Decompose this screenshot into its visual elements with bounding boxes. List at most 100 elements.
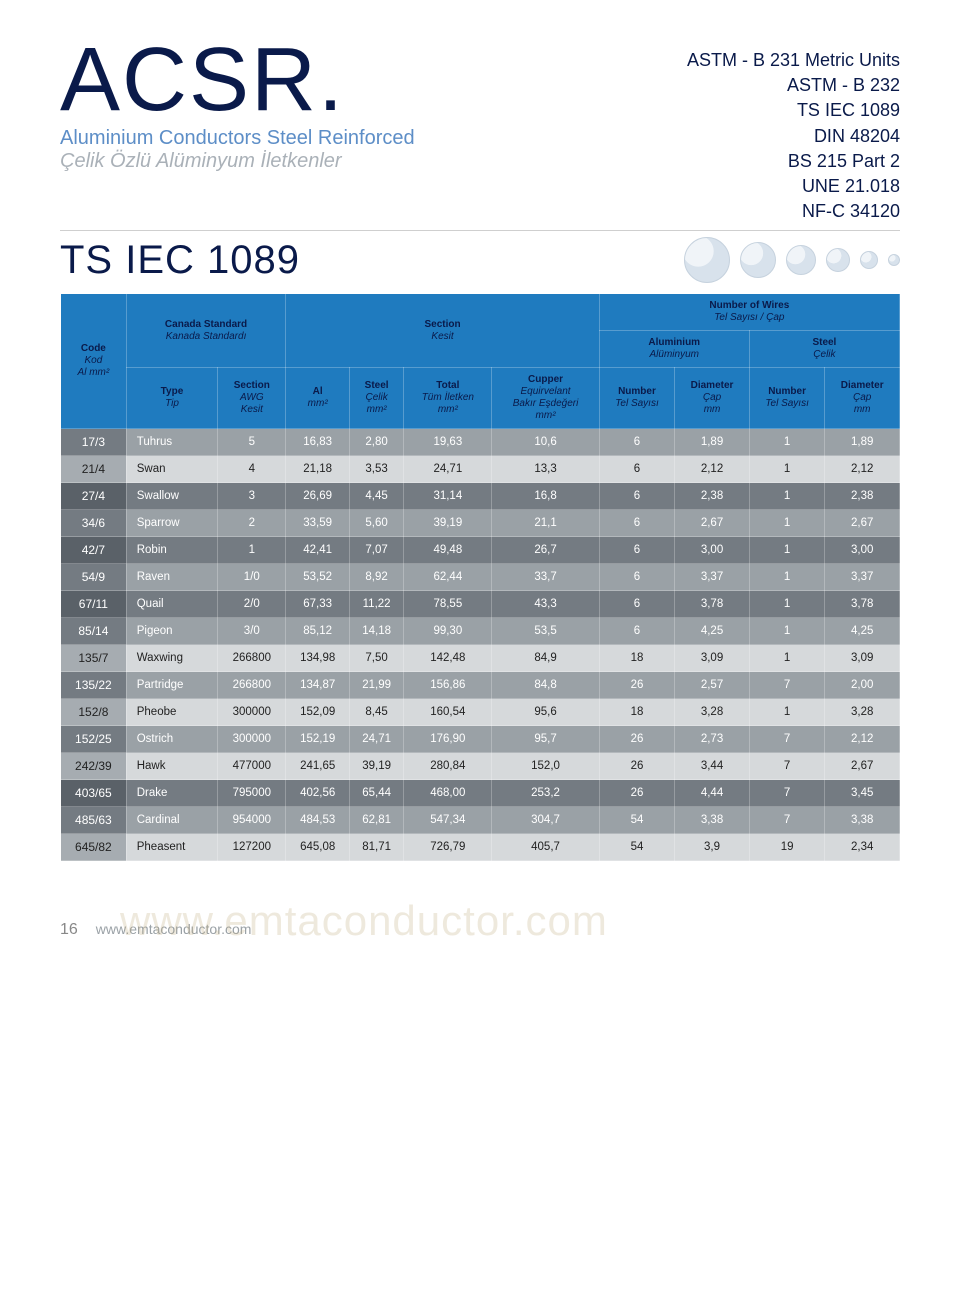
cross-section-icon bbox=[860, 251, 878, 269]
th-type: Type Tip bbox=[126, 368, 218, 429]
cell: 39,19 bbox=[404, 510, 492, 537]
cell: 26,69 bbox=[286, 483, 350, 510]
cross-section-icon bbox=[826, 248, 850, 272]
cell: 3,44 bbox=[675, 753, 750, 780]
cell: 405,7 bbox=[492, 834, 599, 861]
th-code: Code Kod Al mm² bbox=[61, 294, 127, 429]
table-row: 403/65Drake795000402,5665,44468,00253,22… bbox=[61, 780, 900, 807]
cell: 253,2 bbox=[492, 780, 599, 807]
cell: 39,19 bbox=[349, 753, 403, 780]
cell: 2/0 bbox=[218, 591, 286, 618]
table-row: 152/8Pheobe300000152,098,45160,5495,6183… bbox=[61, 699, 900, 726]
cell: 3,9 bbox=[675, 834, 750, 861]
standard-line: ASTM - B 231 Metric Units bbox=[687, 48, 900, 73]
cell: 1 bbox=[749, 429, 825, 456]
th-cupper: Cupper Equirvelant Bakır Eşdeğeri mm² bbox=[492, 368, 599, 429]
cell: 84,8 bbox=[492, 672, 599, 699]
th-num2: Number Tel Sayısı bbox=[749, 368, 825, 429]
cell: 8,45 bbox=[349, 699, 403, 726]
cell: Ostrich bbox=[126, 726, 218, 753]
cell: 5,60 bbox=[349, 510, 403, 537]
cell: 7 bbox=[749, 780, 825, 807]
table-row: 42/7Robin142,417,0749,4826,763,0013,00 bbox=[61, 537, 900, 564]
cell: 43,3 bbox=[492, 591, 599, 618]
cell: 21,99 bbox=[349, 672, 403, 699]
table-row: 67/11Quail2/067,3311,2278,5543,363,7813,… bbox=[61, 591, 900, 618]
standard-line: TS IEC 1089 bbox=[687, 98, 900, 123]
cell: Robin bbox=[126, 537, 218, 564]
cell: 6 bbox=[599, 429, 675, 456]
cell: 3,09 bbox=[825, 645, 900, 672]
cell: 726,79 bbox=[404, 834, 492, 861]
cell: 24,71 bbox=[404, 456, 492, 483]
cell: 21,18 bbox=[286, 456, 350, 483]
cell: 160,54 bbox=[404, 699, 492, 726]
cell: 2,67 bbox=[825, 753, 900, 780]
cell: 5 bbox=[218, 429, 286, 456]
th-al: Al mm² bbox=[286, 368, 350, 429]
cell: 19,63 bbox=[404, 429, 492, 456]
cell: 18 bbox=[599, 645, 675, 672]
cell: 10,6 bbox=[492, 429, 599, 456]
cell: 3,00 bbox=[675, 537, 750, 564]
cell: Raven bbox=[126, 564, 218, 591]
cell-code: 54/9 bbox=[61, 564, 127, 591]
cell: 280,84 bbox=[404, 753, 492, 780]
cell: 300000 bbox=[218, 726, 286, 753]
cell: 62,44 bbox=[404, 564, 492, 591]
ts-label: TS IEC 1089 bbox=[60, 238, 300, 283]
cell-code: 152/8 bbox=[61, 699, 127, 726]
cell: 152,19 bbox=[286, 726, 350, 753]
cell: 3,78 bbox=[675, 591, 750, 618]
cell: 6 bbox=[599, 537, 675, 564]
cell: 65,44 bbox=[349, 780, 403, 807]
cell: 152,09 bbox=[286, 699, 350, 726]
table-row: 135/7Waxwing266800134,987,50142,4884,918… bbox=[61, 645, 900, 672]
cell-code: 403/65 bbox=[61, 780, 127, 807]
page-number: 16 bbox=[60, 921, 78, 939]
cell-code: 135/22 bbox=[61, 672, 127, 699]
cross-section-icons bbox=[684, 237, 900, 283]
cell: 6 bbox=[599, 618, 675, 645]
cell: 13,3 bbox=[492, 456, 599, 483]
cell: 19 bbox=[749, 834, 825, 861]
table-row: 645/82Pheasent127200645,0881,71726,79405… bbox=[61, 834, 900, 861]
cell-code: 17/3 bbox=[61, 429, 127, 456]
main-title: ACSR. bbox=[60, 40, 415, 121]
cell: 304,7 bbox=[492, 807, 599, 834]
cross-section-icon bbox=[740, 242, 776, 278]
cell: 3,28 bbox=[675, 699, 750, 726]
cell: 42,41 bbox=[286, 537, 350, 564]
cell: 7 bbox=[749, 753, 825, 780]
spec-table: Code Kod Al mm² Canada Standard Kanada S… bbox=[60, 293, 900, 861]
cell: 468,00 bbox=[404, 780, 492, 807]
cell: 54 bbox=[599, 807, 675, 834]
cell: Swallow bbox=[126, 483, 218, 510]
cell: 3,09 bbox=[675, 645, 750, 672]
th-dia1: Diameter Çap mm bbox=[675, 368, 750, 429]
cell: 1 bbox=[749, 537, 825, 564]
cell: 7,07 bbox=[349, 537, 403, 564]
table-head: Code Kod Al mm² Canada Standard Kanada S… bbox=[61, 294, 900, 429]
cell: 1 bbox=[749, 645, 825, 672]
cell: 1 bbox=[749, 618, 825, 645]
cross-section-icon bbox=[786, 245, 816, 275]
cell: 2,73 bbox=[675, 726, 750, 753]
cell: 547,34 bbox=[404, 807, 492, 834]
cell-code: 34/6 bbox=[61, 510, 127, 537]
cell-code: 485/63 bbox=[61, 807, 127, 834]
table-body: 17/3Tuhrus516,832,8019,6310,661,8911,892… bbox=[61, 429, 900, 861]
cell: 134,98 bbox=[286, 645, 350, 672]
cell: 176,90 bbox=[404, 726, 492, 753]
cell: Quail bbox=[126, 591, 218, 618]
standard-line: DIN 48204 bbox=[687, 124, 900, 149]
cell: 11,22 bbox=[349, 591, 403, 618]
cell: 2,57 bbox=[675, 672, 750, 699]
cell: 2,12 bbox=[825, 726, 900, 753]
cell-code: 645/82 bbox=[61, 834, 127, 861]
cell: 1/0 bbox=[218, 564, 286, 591]
cell: 4,25 bbox=[675, 618, 750, 645]
cell: 2,12 bbox=[825, 456, 900, 483]
cell: 2,38 bbox=[675, 483, 750, 510]
cell: 31,14 bbox=[404, 483, 492, 510]
